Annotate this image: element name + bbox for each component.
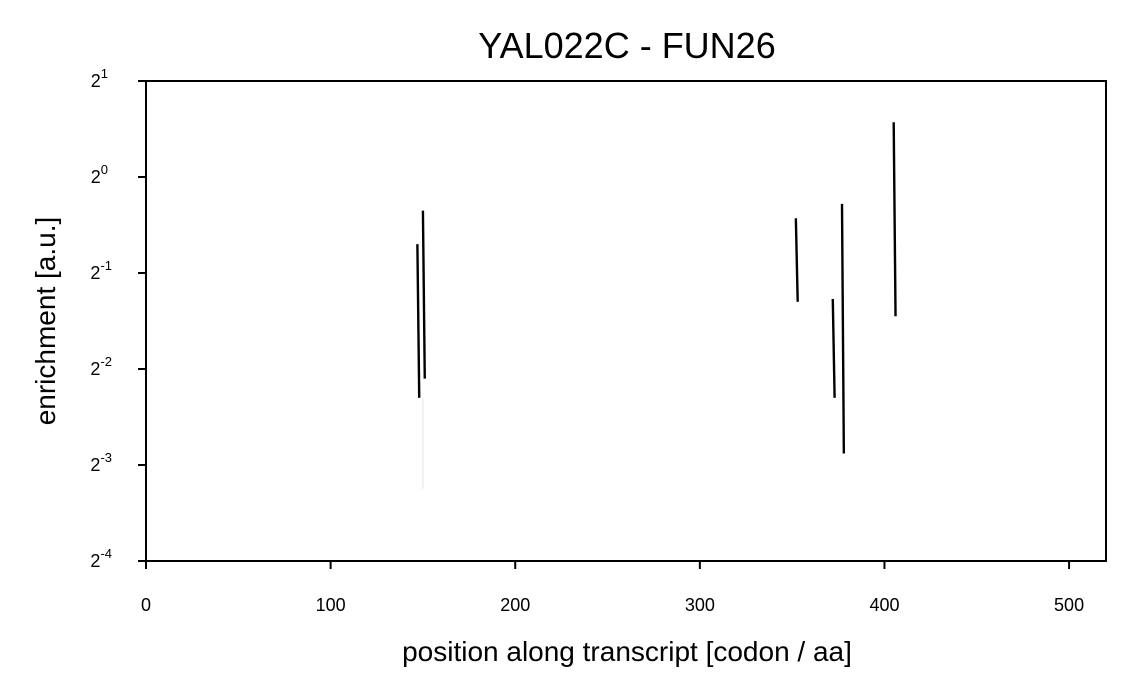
series-segment: [421, 210, 426, 379]
y-tick-label: 21: [91, 66, 108, 91]
x-axis-ticks: 0 100 200 300 400 500: [141, 561, 1084, 615]
y-tick-label: 2-3: [90, 450, 112, 475]
y-tick-exponent: -4: [100, 546, 112, 561]
y-tick-base: 2: [90, 551, 100, 571]
series-segment: [840, 203, 846, 454]
y-tick-exponent: -1: [100, 258, 112, 273]
x-axis-label: position along transcript [codon / aa]: [402, 636, 852, 667]
data-series: [416, 122, 897, 489]
x-tick-label: 400: [869, 595, 899, 615]
y-tick-exponent: 0: [101, 162, 108, 177]
x-tick-label: 300: [685, 595, 715, 615]
y-tick-label: 2-1: [90, 258, 112, 283]
plot-frame: [145, 80, 1107, 562]
x-tick-label: 0: [141, 595, 151, 615]
y-tick-base: 2: [91, 167, 101, 187]
y-tick-exponent: 1: [101, 66, 108, 81]
series-segment: [892, 122, 897, 317]
y-axis-label: enrichment [a.u.]: [30, 217, 61, 426]
y-tick-label: 20: [91, 162, 108, 187]
x-tick-label: 100: [316, 595, 346, 615]
y-tick-exponent: -2: [100, 354, 112, 369]
y-tick-label: 2-4: [90, 546, 112, 571]
series-segment: [831, 298, 836, 398]
y-tick-base: 2: [91, 71, 101, 91]
y-tick-base: 2: [90, 455, 100, 475]
chart-title: YAL022C - FUN26: [478, 25, 775, 66]
y-tick-label: 2-2: [90, 354, 112, 379]
y-tick-exponent: -3: [100, 450, 112, 465]
x-tick-label: 500: [1054, 595, 1084, 615]
x-tick-label: 200: [500, 595, 530, 615]
series-segment: [416, 244, 421, 398]
y-tick-base: 2: [90, 359, 100, 379]
series-segment: [794, 218, 799, 302]
y-tick-base: 2: [90, 263, 100, 283]
